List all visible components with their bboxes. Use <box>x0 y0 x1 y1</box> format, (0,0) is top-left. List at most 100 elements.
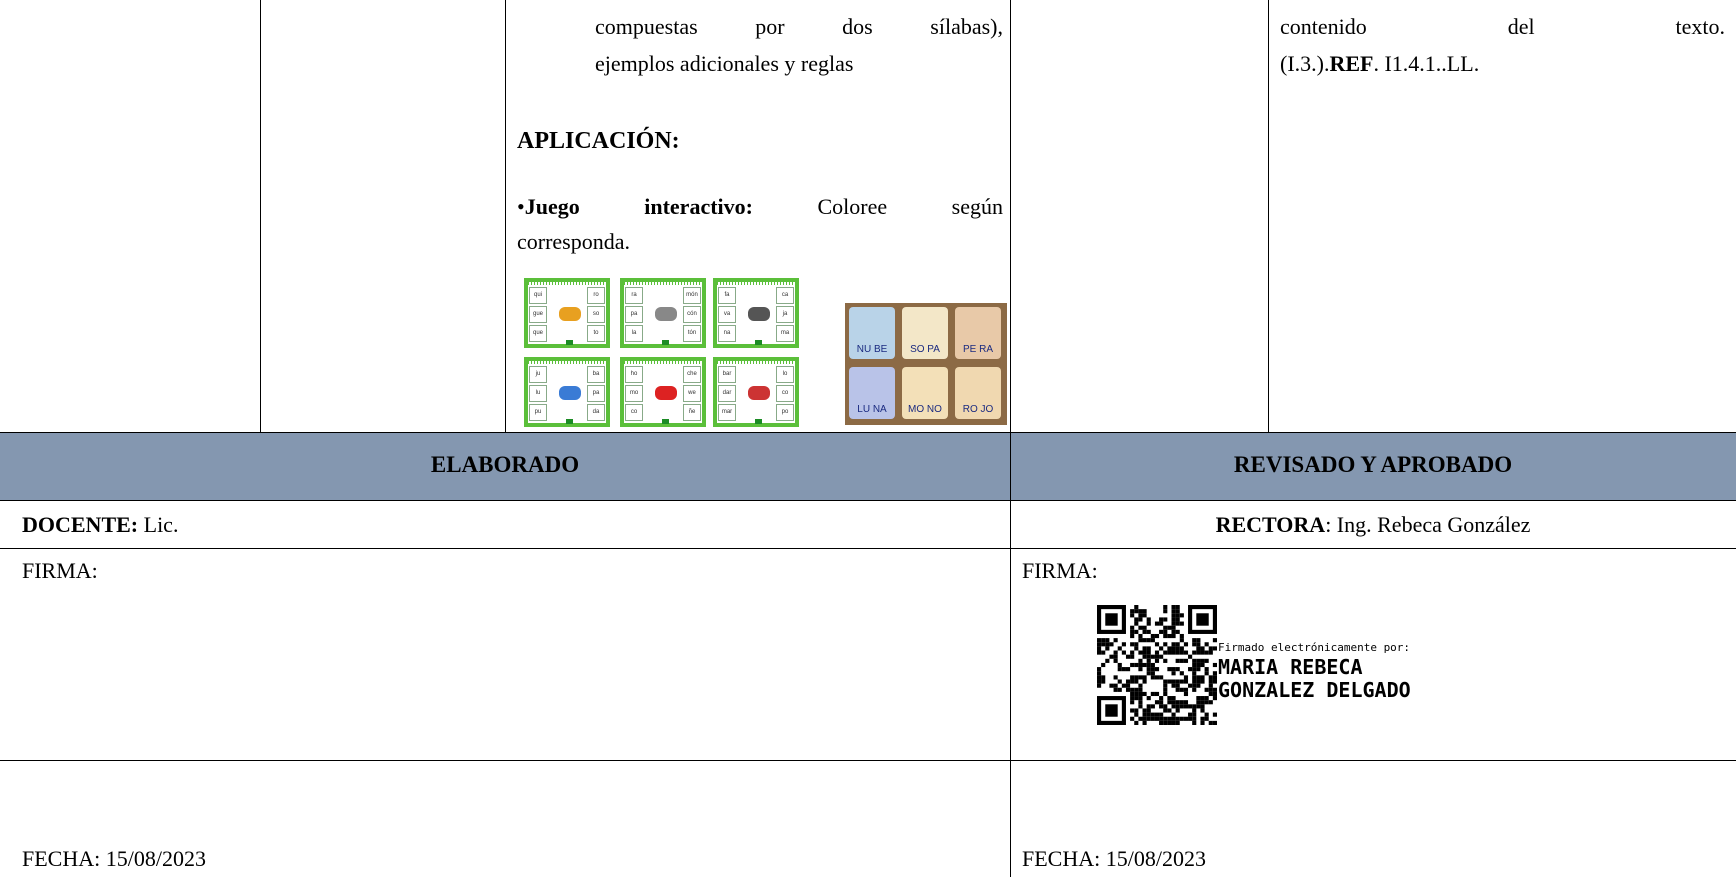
qr-module <box>1175 617 1180 622</box>
qr-module <box>1154 691 1160 697</box>
qr-module <box>1159 700 1164 705</box>
qr-module <box>1146 696 1151 701</box>
qr-module <box>1175 716 1180 721</box>
syllable: ca <box>776 287 794 304</box>
qr-module <box>1175 629 1180 634</box>
qr-module <box>1146 650 1151 655</box>
qr-module <box>1171 609 1176 614</box>
card-mark <box>662 419 669 424</box>
qr-module <box>1130 650 1135 655</box>
qr-module <box>1154 675 1160 680</box>
qr-module <box>1154 621 1160 626</box>
qr-module <box>1134 629 1139 634</box>
qr-module <box>1134 605 1139 610</box>
qr-module <box>1150 654 1155 659</box>
qr-module <box>1171 633 1176 639</box>
game-card: ra pa la món cón tón <box>620 278 706 348</box>
photo-card-label: PE RA <box>962 344 993 355</box>
qr-module <box>1192 683 1197 688</box>
qr-module <box>1163 658 1168 663</box>
syllable: lo <box>776 366 794 383</box>
qr-module <box>1175 605 1180 610</box>
qr-module <box>1188 667 1193 672</box>
text: (I.3.). <box>1280 51 1330 76</box>
qr-module <box>1192 687 1197 692</box>
qr-module <box>1171 625 1176 630</box>
qr-module <box>1163 679 1168 684</box>
qr-module <box>1204 687 1209 692</box>
qr-module <box>1154 712 1160 717</box>
row-rule <box>0 548 1736 549</box>
qr-module <box>1142 609 1147 614</box>
qr-module <box>1130 696 1135 701</box>
qr-module <box>1117 667 1122 672</box>
qr-module <box>1121 667 1126 672</box>
syllable: mo <box>625 385 643 402</box>
qr-module <box>1167 720 1172 725</box>
photo-card: RO JO <box>955 367 1001 419</box>
qr-module <box>1134 712 1139 717</box>
qr-module <box>1183 642 1189 647</box>
qr-module <box>1171 605 1176 610</box>
qr-module <box>1130 675 1135 680</box>
qr-module <box>1163 691 1168 697</box>
qr-module <box>1212 712 1217 717</box>
card-picture <box>748 307 770 321</box>
text-line: (I.3.).REF. I1.4.1..LL. <box>1280 51 1479 77</box>
syllable: cón <box>683 306 701 323</box>
text-bold: REF <box>1329 51 1374 76</box>
qr-module <box>1113 638 1118 643</box>
qr-module <box>1113 675 1118 680</box>
qr-module <box>1192 658 1197 663</box>
qr-module <box>1163 642 1168 647</box>
qr-module <box>1154 633 1160 639</box>
qr-module <box>1101 642 1106 647</box>
qr-module <box>1121 650 1126 655</box>
qr-module <box>1192 708 1197 713</box>
qr-module <box>1212 662 1217 668</box>
qr-module <box>1150 667 1155 672</box>
qr-module <box>1171 617 1176 622</box>
qr-module <box>1196 638 1201 643</box>
game-card: fa va na ca ja ma <box>713 278 799 348</box>
qr-module <box>1208 687 1213 692</box>
card-picture <box>559 386 581 400</box>
qr-module <box>1183 716 1189 721</box>
qr-module <box>1125 687 1131 692</box>
qr-module <box>1200 716 1205 721</box>
card-picture <box>748 386 770 400</box>
qr-module <box>1154 716 1160 721</box>
qr-module <box>1183 679 1189 684</box>
qr-module <box>1146 712 1151 717</box>
qr-module <box>1146 671 1151 676</box>
qr-module <box>1163 704 1168 709</box>
syllable: ja <box>776 306 794 323</box>
card-mark <box>755 340 762 345</box>
card-body: fa va na ca ja ma <box>717 285 795 345</box>
qr-module <box>1196 696 1201 701</box>
qr-module <box>1130 642 1135 647</box>
syllable: po <box>776 404 794 421</box>
qr-module <box>1154 700 1160 705</box>
column-rule <box>505 0 506 432</box>
qr-module <box>1167 696 1172 701</box>
photo-card: SO PA <box>902 307 948 359</box>
qr-module <box>1105 613 1118 626</box>
qr-module <box>1208 679 1213 684</box>
qr-module <box>1130 679 1135 684</box>
qr-module <box>1121 683 1126 688</box>
qr-module <box>1117 687 1122 692</box>
card-body: ra pa la món cón tón <box>624 285 702 345</box>
qr-module <box>1183 700 1189 705</box>
qr-module <box>1130 691 1135 697</box>
stamp-name: GONZALEZ DELGADO <box>1218 678 1411 702</box>
qr-module <box>1208 675 1213 680</box>
header-cell: REVISADO Y APROBADO <box>1233 452 1513 477</box>
qr-module <box>1134 609 1139 614</box>
qr-module <box>1134 646 1139 651</box>
qr-module <box>1130 633 1135 639</box>
qr-module <box>1212 638 1217 643</box>
qr-module <box>1200 662 1205 668</box>
role-cell: DOCENTE: Lic. <box>22 512 178 538</box>
